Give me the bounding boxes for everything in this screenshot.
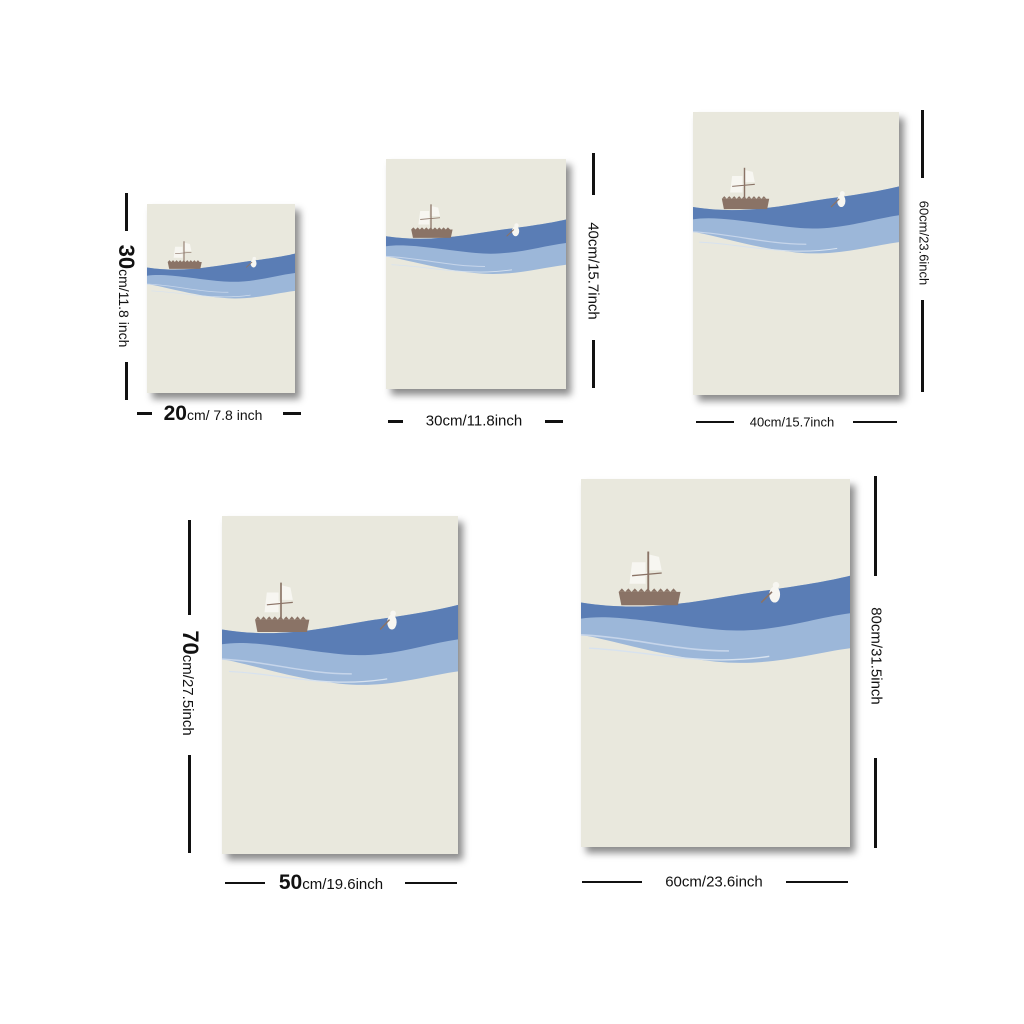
width-label-60x80: 60cm/23.6inch bbox=[665, 873, 763, 891]
width-dimension-line bbox=[545, 420, 563, 423]
height-dimension-line bbox=[874, 476, 877, 576]
width-dimension-line bbox=[582, 881, 642, 883]
width-label-40x60: 40cm/15.7inch bbox=[749, 414, 835, 430]
width-label-30x40: 30cm/11.8inch bbox=[425, 412, 523, 430]
height-dimension-line bbox=[921, 300, 924, 392]
width-label-50x70: 50cm/19.6inch bbox=[278, 871, 384, 894]
poster-50x70 bbox=[222, 516, 458, 854]
height-dimension-line bbox=[188, 755, 191, 853]
width-dimension-line bbox=[388, 420, 403, 423]
sailboat-sea-artwork bbox=[386, 159, 566, 389]
height-label-60x80: 80cm/31.5inch bbox=[867, 607, 885, 705]
width-dimension-line bbox=[786, 881, 848, 883]
poster-30x40 bbox=[386, 159, 566, 389]
height-label-50x70: 70cm/27.5inch bbox=[178, 630, 203, 736]
height-dimension-line bbox=[188, 520, 191, 615]
poster-60x80 bbox=[581, 479, 850, 847]
sailboat-sea-artwork bbox=[581, 479, 850, 847]
height-label-20x30: 30cm/11.8 inch bbox=[114, 244, 139, 348]
width-dimension-line bbox=[137, 412, 152, 415]
height-label-40x60: 60cm/23.6inch bbox=[916, 200, 932, 286]
width-dimension-line bbox=[696, 421, 734, 423]
sailboat-sea-artwork bbox=[222, 516, 458, 854]
poster-20x30 bbox=[147, 204, 295, 393]
width-dimension-line bbox=[225, 882, 265, 884]
height-dimension-line bbox=[592, 340, 595, 388]
height-dimension-line bbox=[592, 153, 595, 195]
width-dimension-line bbox=[283, 412, 301, 415]
height-label-30x40: 40cm/15.7inch bbox=[584, 222, 602, 320]
height-dimension-line bbox=[125, 193, 128, 231]
sailboat-sea-artwork bbox=[147, 204, 295, 393]
height-dimension-line bbox=[125, 362, 128, 400]
width-label-20x30: 20cm/ 7.8 inch bbox=[163, 402, 263, 425]
poster-40x60 bbox=[693, 112, 899, 395]
height-dimension-line bbox=[921, 110, 924, 178]
width-dimension-line bbox=[405, 882, 457, 884]
width-dimension-line bbox=[853, 421, 897, 423]
height-dimension-line bbox=[874, 758, 877, 848]
sailboat-sea-artwork bbox=[693, 112, 899, 395]
